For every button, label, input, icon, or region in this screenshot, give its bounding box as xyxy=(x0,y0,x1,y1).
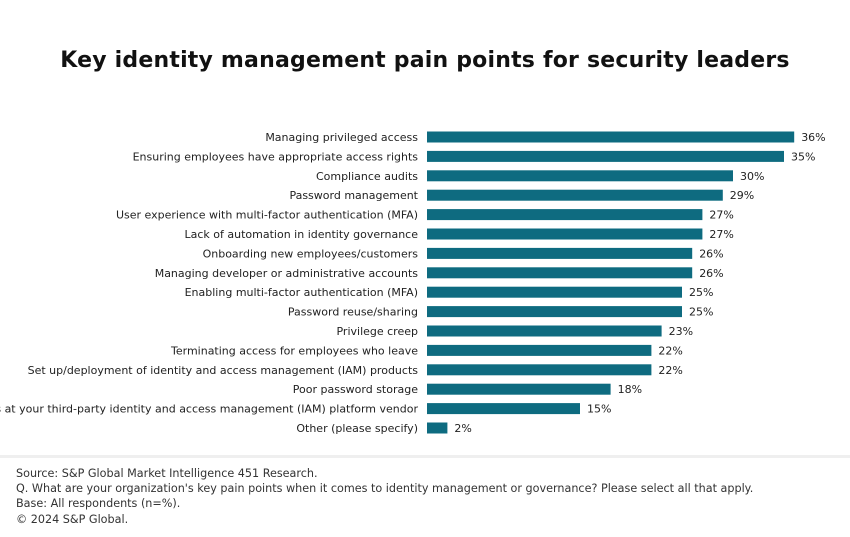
category-label: Ensuring employees have appropriate acce… xyxy=(133,150,419,163)
chart-title: Key identity management pain points for … xyxy=(60,48,790,73)
category-label: Poor password storage xyxy=(293,383,418,396)
value-label: 27% xyxy=(709,228,733,241)
value-label: 26% xyxy=(699,247,723,260)
question-note: Q. What are your organization's key pain… xyxy=(16,482,754,496)
value-label: 23% xyxy=(669,325,693,338)
category-label: Password management xyxy=(289,189,418,202)
bar xyxy=(427,228,703,240)
value-label: 25% xyxy=(689,306,713,319)
bar xyxy=(427,170,733,182)
bar xyxy=(427,383,611,395)
value-label: 36% xyxy=(801,131,825,144)
bar xyxy=(427,403,580,415)
category-label: Privilege creep xyxy=(336,325,418,338)
bar xyxy=(427,150,784,162)
category-label: Enabling multi-factor authentication (MF… xyxy=(185,286,418,299)
category-label: Managing developer or administrative acc… xyxy=(155,267,419,280)
value-label: 22% xyxy=(658,344,682,357)
source-note: Source: S&P Global Market Intelligence 4… xyxy=(16,467,318,480)
chart-footer: Source: S&P Global Market Intelligence 4… xyxy=(16,466,846,527)
category-label: Compliance audits xyxy=(316,170,418,183)
value-label: 29% xyxy=(730,189,754,202)
value-label: 27% xyxy=(709,209,733,222)
category-label: Onboarding new employees/customers xyxy=(203,247,419,260)
bar xyxy=(427,209,703,221)
bar xyxy=(427,364,652,376)
bar-chart: Managing privileged access 36% Ensuring em… xyxy=(0,131,826,435)
footer-divider xyxy=(0,455,850,458)
bar xyxy=(427,247,693,259)
value-label: 26% xyxy=(699,267,723,280)
value-label: 25% xyxy=(689,286,713,299)
base-note: Base: All respondents (n=%). xyxy=(16,497,181,511)
bar xyxy=(427,306,682,318)
bar xyxy=(427,422,448,434)
bar xyxy=(427,325,662,337)
bar xyxy=(427,286,682,298)
category-label: User experience with multi-factor authen… xyxy=(116,209,418,222)
copyright-note: © 2024 S&P Global. xyxy=(16,512,129,526)
category-label: Password reuse/sharing xyxy=(288,306,418,319)
value-label: 35% xyxy=(791,150,815,163)
category-label: Terminating access for employees who lea… xyxy=(170,344,418,357)
category-label: Managing privileged access xyxy=(265,131,418,144)
category-label: Breaches at your third-party identity an… xyxy=(0,403,418,416)
bar xyxy=(427,189,723,201)
bar xyxy=(427,267,693,279)
value-label: 15% xyxy=(587,403,611,416)
bar xyxy=(427,131,795,143)
bar xyxy=(427,344,652,356)
value-label: 2% xyxy=(454,422,471,435)
category-label: Lack of automation in identity governanc… xyxy=(185,228,419,241)
category-label: Set up/deployment of identity and access… xyxy=(28,364,419,377)
value-label: 22% xyxy=(658,364,682,377)
value-label: 30% xyxy=(740,170,764,183)
value-label: 18% xyxy=(618,383,642,396)
category-label: Other (please specify) xyxy=(296,422,418,435)
